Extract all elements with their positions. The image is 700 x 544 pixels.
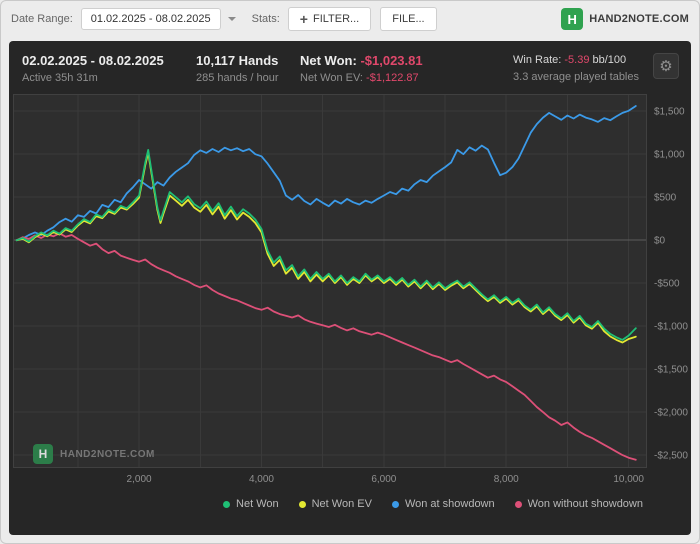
- svg-text:-$1,000: -$1,000: [654, 322, 688, 333]
- stats-label: Stats:: [251, 13, 280, 25]
- svg-text:-$1,500: -$1,500: [654, 365, 688, 376]
- win-rate-line: Win Rate: -5.39 bb/100: [513, 54, 639, 66]
- svg-text:-$2,000: -$2,000: [654, 408, 688, 419]
- net-won-ev-line: Net Won EV: -$1,122.87: [300, 72, 423, 84]
- net-won-dot-icon: [223, 500, 231, 508]
- watermark-name: HAND2NOTE.COM: [60, 448, 155, 460]
- svg-text:-$500: -$500: [654, 279, 680, 290]
- session-date-range: 02.02.2025 - 08.02.2025: [22, 53, 164, 68]
- winnings-chart: $1,500 $1,000 $500 $0 -$500 -$1,000 -$1,500 -$2…: [13, 94, 688, 485]
- hands-block: 10,117 Hands 285 hands / hour: [196, 53, 300, 84]
- hands-count: 10,117 Hands: [196, 53, 279, 68]
- svg-text:10,000: 10,000: [613, 474, 644, 485]
- svg-text:4,000: 4,000: [249, 474, 274, 485]
- chart-legend: Net Won Net Won EV Won at showdown Won w…: [9, 498, 691, 510]
- net-won-ev-dot-icon: [298, 500, 306, 508]
- filter-button[interactable]: + FILTER...: [287, 7, 372, 31]
- legend-label: Net Won EV: [311, 498, 372, 510]
- hand2note-watermark-icon: H: [33, 444, 53, 464]
- legend-label: Won at showdown: [404, 498, 495, 510]
- active-time: Active 35h 31m: [22, 72, 98, 84]
- file-button[interactable]: FILE...: [380, 7, 437, 31]
- won-at-showdown-dot-icon: [391, 500, 399, 508]
- won-without-showdown-dot-icon: [514, 500, 522, 508]
- chart-area: $1,500 $1,000 $500 $0 -$500 -$1,000 -$1,500 -$2…: [13, 94, 688, 490]
- net-won-ev-value: -$1,122.87: [366, 72, 419, 84]
- stats-header: 02.02.2025 - 08.02.2025 Active 35h 31m 1…: [9, 49, 691, 90]
- net-won-ev-label: Net Won EV:: [300, 72, 363, 84]
- report-panel: 02.02.2025 - 08.02.2025 Active 35h 31m 1…: [9, 41, 691, 535]
- legend-label: Won without showdown: [527, 498, 643, 510]
- file-button-label: FILE...: [392, 13, 425, 25]
- hands-per-hour: 285 hands / hour: [196, 72, 279, 84]
- svg-text:$500: $500: [654, 193, 677, 204]
- filter-button-label: FILTER...: [312, 13, 360, 25]
- win-rate-block: Win Rate: -5.39 bb/100 3.3 average playe…: [513, 53, 639, 83]
- legend-item-won-at-showdown[interactable]: Won at showdown: [391, 498, 495, 510]
- chart-watermark: H HAND2NOTE.COM: [33, 444, 155, 464]
- top-toolbar: Date Range: 01.02.2025 - 08.02.2025 Stat…: [1, 1, 699, 37]
- date-range-value: 01.02.2025 - 08.02.2025: [90, 13, 211, 25]
- legend-item-net-won[interactable]: Net Won: [223, 498, 279, 510]
- svg-text:-$2,500: -$2,500: [654, 451, 688, 462]
- avg-tables: 3.3 average played tables: [513, 71, 639, 83]
- legend-item-won-without-showdown[interactable]: Won without showdown: [514, 498, 643, 510]
- win-rate-value: -5.39: [564, 54, 590, 66]
- plus-icon: +: [299, 11, 308, 27]
- legend-label: Net Won: [236, 498, 279, 510]
- svg-text:$0: $0: [654, 236, 666, 247]
- net-won-line: Net Won: -$1,023.81: [300, 53, 423, 68]
- svg-text:$1,500: $1,500: [654, 107, 685, 118]
- svg-text:$1,000: $1,000: [654, 150, 685, 161]
- win-rate-label: Win Rate:: [513, 54, 562, 66]
- hand2note-logo-icon: H: [561, 8, 584, 30]
- brand: H HAND2NOTE.COM: [561, 8, 689, 30]
- date-range-label: Date Range:: [11, 13, 73, 25]
- session-range-block: 02.02.2025 - 08.02.2025 Active 35h 31m: [22, 53, 196, 84]
- net-won-block: Net Won: -$1,023.81 Net Won EV: -$1,122.…: [300, 53, 423, 84]
- win-rate-unit: bb/100: [592, 54, 627, 66]
- svg-text:8,000: 8,000: [494, 474, 519, 485]
- svg-text:2,000: 2,000: [127, 474, 152, 485]
- date-range-selector[interactable]: 01.02.2025 - 08.02.2025: [80, 8, 221, 30]
- net-won-value: -$1,023.81: [360, 53, 423, 68]
- legend-item-net-won-ev[interactable]: Net Won EV: [298, 498, 372, 510]
- chevron-down-icon: [227, 17, 236, 21]
- net-won-label: Net Won:: [300, 53, 357, 68]
- brand-name: HAND2NOTE.COM: [589, 13, 689, 25]
- settings-gear-icon[interactable]: ⚙: [653, 53, 679, 79]
- svg-text:6,000: 6,000: [371, 474, 396, 485]
